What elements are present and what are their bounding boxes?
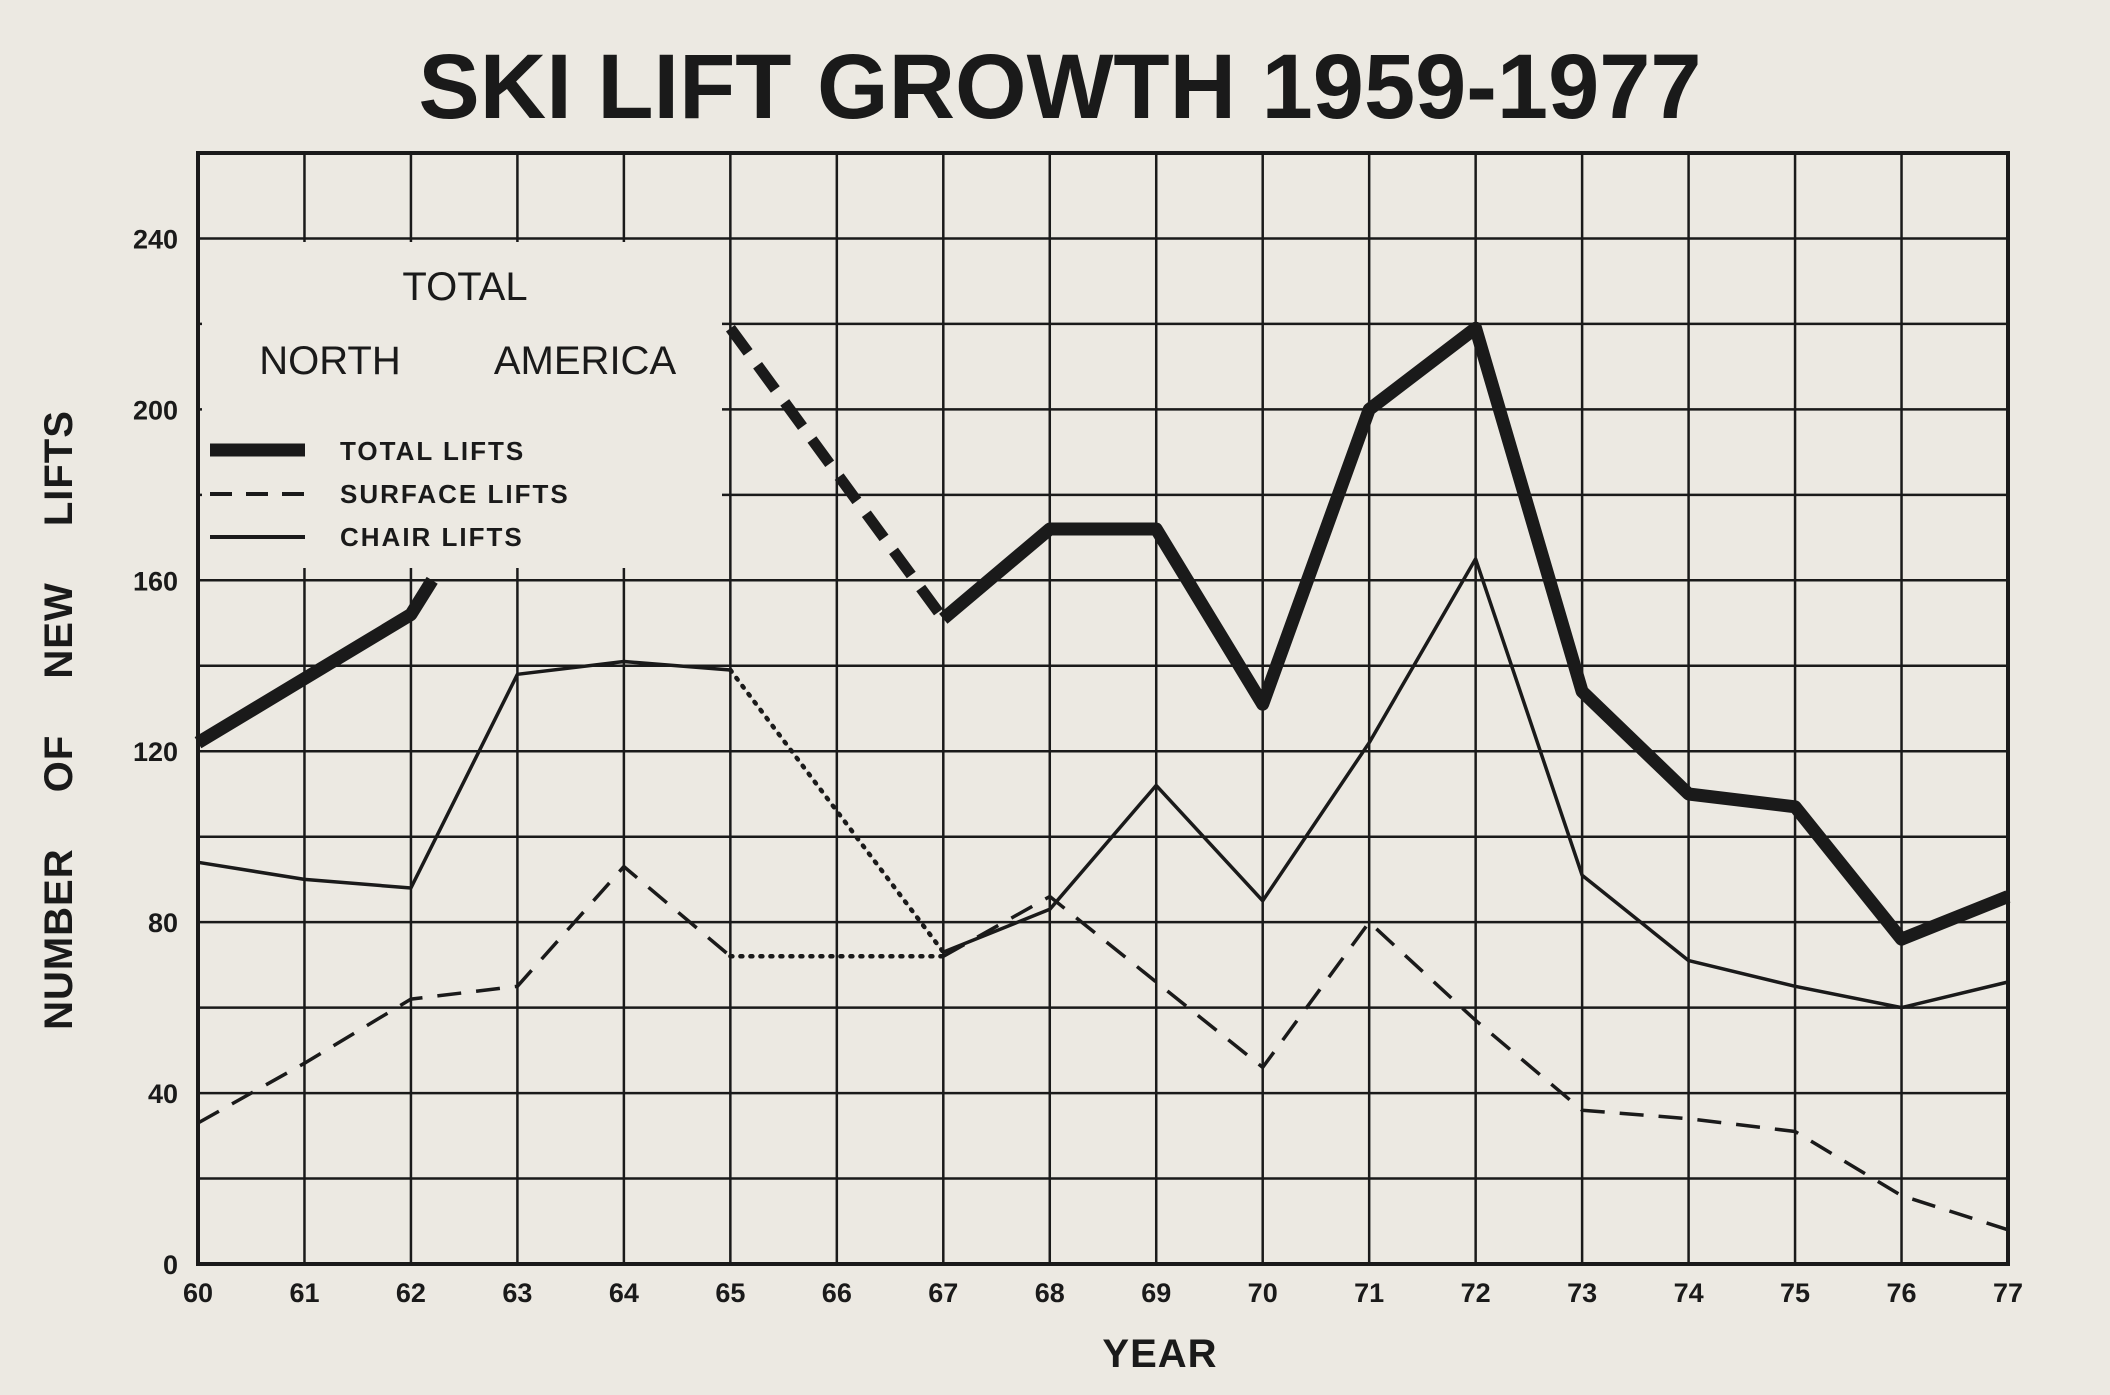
x-tick-label: 63 bbox=[502, 1278, 532, 1308]
x-tick-label: 65 bbox=[715, 1278, 745, 1308]
legend-background bbox=[202, 242, 722, 568]
x-tick-label: 73 bbox=[1567, 1278, 1597, 1308]
x-tick-label: 67 bbox=[928, 1278, 958, 1308]
legend: TOTAL NORTH AMERICA TOTAL LIFTS SURFACE … bbox=[202, 242, 722, 568]
x-tick-label: 62 bbox=[396, 1278, 426, 1308]
series-line-surface-lifts bbox=[197, 864, 732, 1125]
y-axis-title: NUMBER OF NEW LIFTS bbox=[37, 410, 81, 1030]
x-tick-label: 75 bbox=[1780, 1278, 1810, 1308]
y-tick-label: 200 bbox=[133, 395, 178, 425]
x-tick-label: 69 bbox=[1141, 1278, 1171, 1308]
y-tick-label: 80 bbox=[148, 908, 178, 938]
y-tick-label: 160 bbox=[133, 566, 178, 596]
y-tick-label: 120 bbox=[133, 737, 178, 767]
legend-label-total-lifts: TOTAL LIFTS bbox=[340, 436, 525, 466]
x-tick-label: 74 bbox=[1674, 1278, 1704, 1308]
x-tick-label: 61 bbox=[289, 1278, 319, 1308]
y-tick-label: 240 bbox=[133, 224, 178, 254]
x-tick-label: 72 bbox=[1461, 1278, 1491, 1308]
series-line-chair-lifts bbox=[942, 557, 2009, 1010]
y-tick-label: 0 bbox=[163, 1250, 178, 1280]
series-line-total-lifts bbox=[939, 321, 2011, 946]
legend-header-america: AMERICA bbox=[494, 339, 677, 383]
series-line-chair-lifts bbox=[728, 667, 946, 955]
x-axis-title: YEAR bbox=[1102, 1332, 1217, 1376]
x-tick-label: 66 bbox=[822, 1278, 852, 1308]
legend-label-surface-lifts: SURFACE LIFTS bbox=[340, 479, 570, 509]
series-line-total-lifts bbox=[725, 324, 948, 623]
series-line-chair-lifts bbox=[197, 659, 731, 890]
x-tick-label: 70 bbox=[1248, 1278, 1278, 1308]
legend-header-total: TOTAL bbox=[402, 265, 527, 309]
legend-label-chair-lifts: CHAIR LIFTS bbox=[340, 522, 524, 552]
tick-labels: 60 61 62 63 64 65 66 67 68 69 70 71 72 73 74 75 76 77 0 40 8… bbox=[133, 224, 2023, 1308]
x-tick-label: 68 bbox=[1035, 1278, 1065, 1308]
series-line-surface-lifts bbox=[942, 894, 2009, 1232]
y-tick-label: 40 bbox=[148, 1079, 178, 1109]
series-lines bbox=[194, 321, 2011, 1232]
x-tick-label: 77 bbox=[1993, 1278, 2023, 1308]
series-line-total-lifts bbox=[194, 576, 438, 749]
x-tick-label: 64 bbox=[609, 1278, 639, 1308]
x-tick-label: 71 bbox=[1354, 1278, 1384, 1308]
chart-title: SKI LIFT GROWTH 1959-1977 bbox=[418, 36, 1701, 138]
legend-header-north: NORTH bbox=[259, 339, 400, 383]
x-tick-label: 76 bbox=[1887, 1278, 1917, 1308]
x-tick-label: 60 bbox=[183, 1278, 213, 1308]
